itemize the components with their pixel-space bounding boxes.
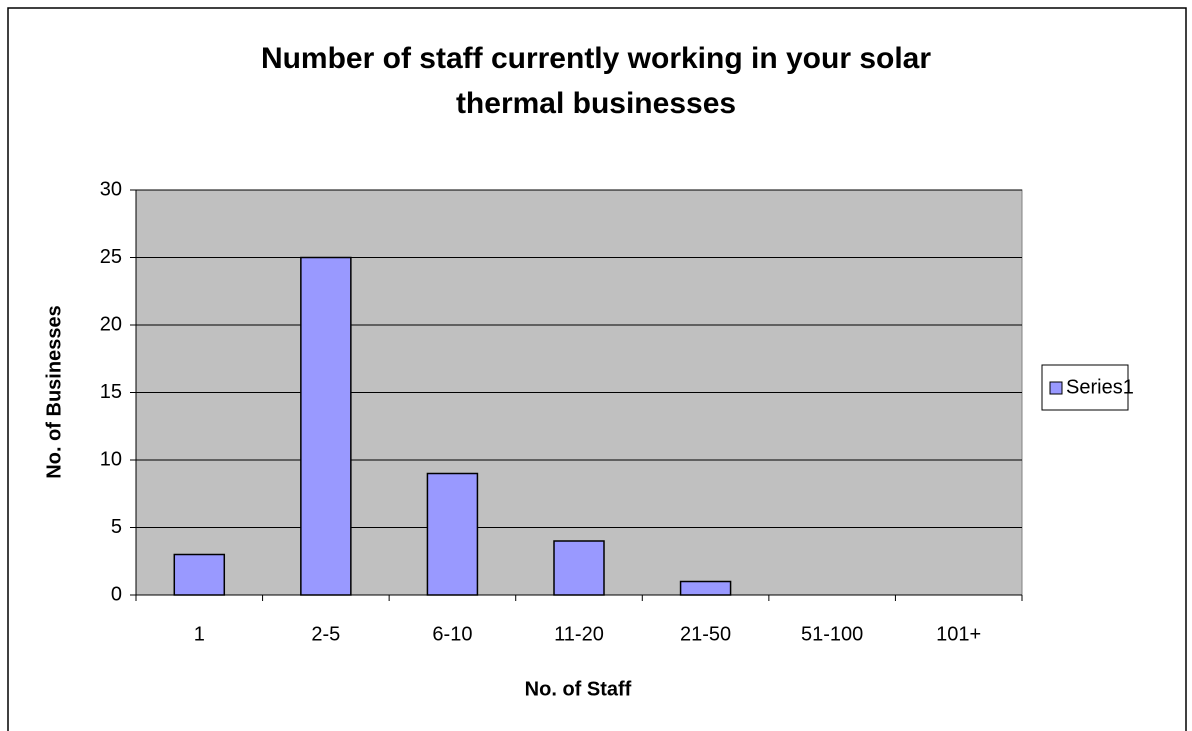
x-tick-label: 101+ xyxy=(936,623,981,645)
y-tick-label: 20 xyxy=(100,313,122,335)
y-tick-label: 10 xyxy=(100,448,122,470)
y-axis-label: No. of Businesses xyxy=(43,305,65,478)
x-tick-label: 6-10 xyxy=(432,623,472,645)
x-tick-label: 21-50 xyxy=(680,623,731,645)
chart-title: Number of staff currently working in you… xyxy=(260,42,932,120)
y-tick-label: 25 xyxy=(100,246,122,268)
x-tick-label: 1 xyxy=(194,623,205,645)
x-axis-label: No. of Staff xyxy=(525,678,632,700)
legend-swatch xyxy=(1049,381,1063,395)
y-tick-label: 30 xyxy=(100,178,122,200)
x-tick-label: 2-5 xyxy=(311,623,340,645)
x-tick-label: 11-20 xyxy=(554,623,604,645)
bar xyxy=(553,540,605,596)
bar xyxy=(173,553,226,596)
y-tick-label: 15 xyxy=(100,381,122,403)
bar xyxy=(300,256,352,596)
bar xyxy=(426,472,479,596)
bar xyxy=(679,580,732,596)
x-tick-label: 51-100 xyxy=(801,623,863,645)
y-tick-label: 0 xyxy=(111,583,122,605)
y-tick-label: 5 xyxy=(111,516,122,538)
legend-label: Series1 xyxy=(1066,376,1134,398)
